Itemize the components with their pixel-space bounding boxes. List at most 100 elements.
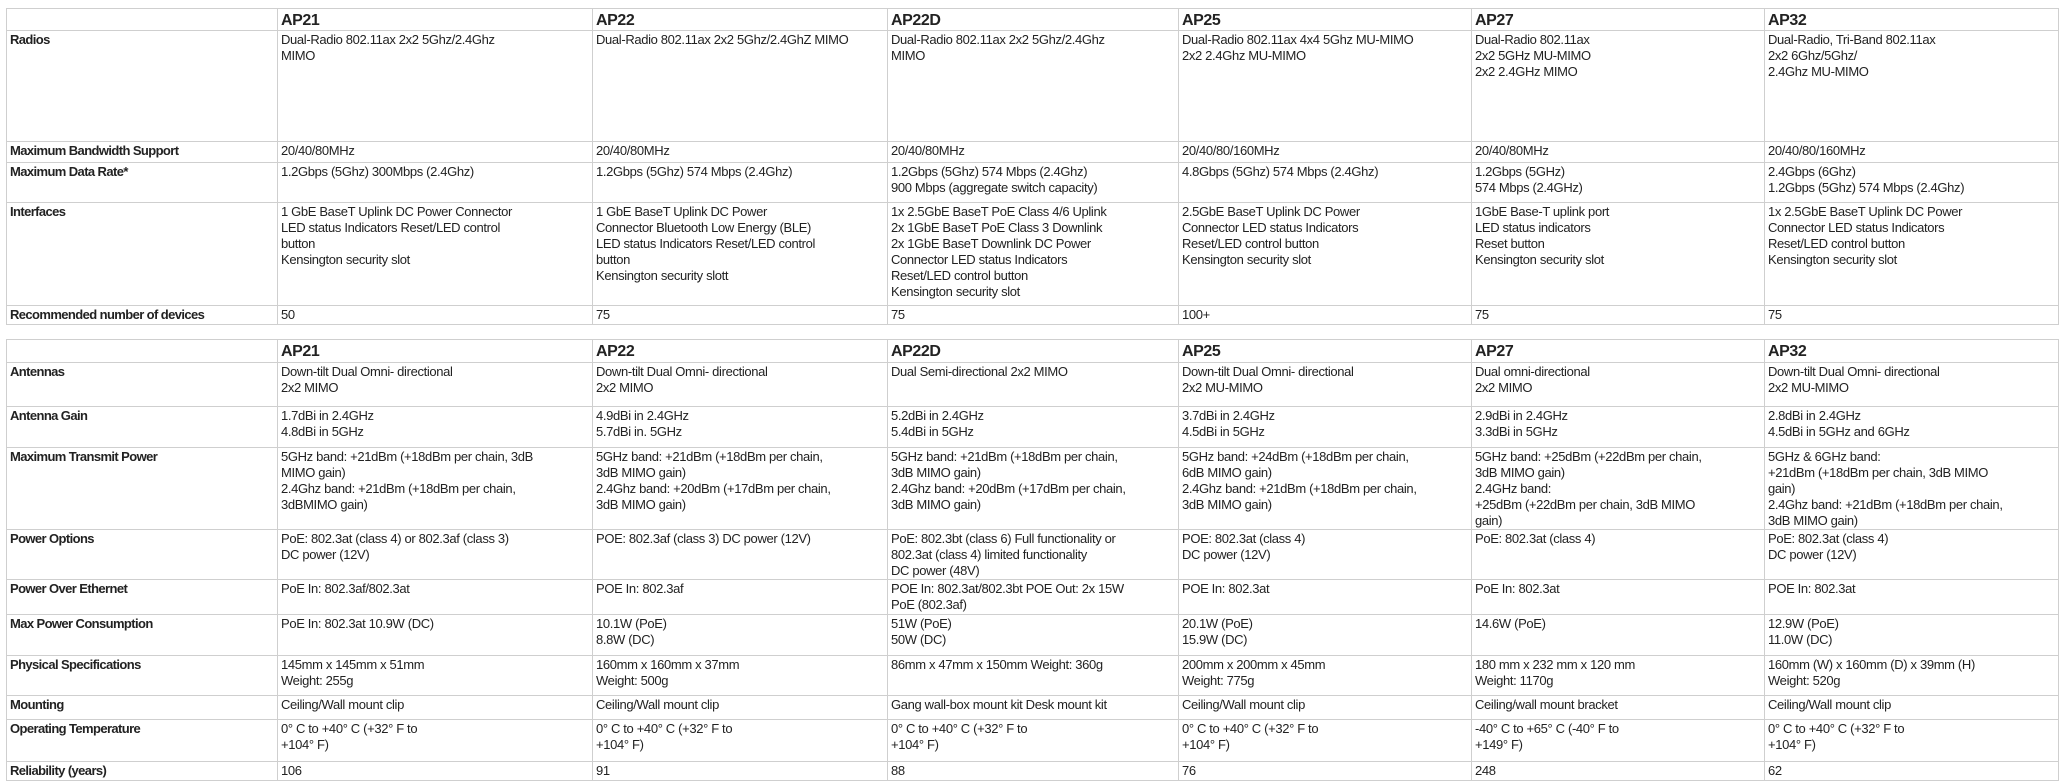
spec-value-ap25: 200mm x 200mm x 45mm Weight: 775g xyxy=(1178,655,1472,696)
spec-value-ap27: Dual-Radio 802.11ax 2x2 5GHz MU-MIMO 2x2… xyxy=(1471,30,1765,142)
spec-value-ap27: 180 mm x 232 mm x 120 mm Weight: 1170g xyxy=(1471,655,1765,696)
spec-value-ap32: Dual-Radio, Tri-Band 802.11ax 2x2 6Ghz/5… xyxy=(1764,30,2059,142)
model-header-ap21: AP21 xyxy=(277,339,593,363)
spec-table-rf-physical: AP21 AP22 AP22D AP25 AP27 AP32 Antennas Down-ti… xyxy=(6,339,2059,781)
spec-value-ap27: 14.6W (PoE) xyxy=(1471,614,1765,656)
spec-row: Recommended number of devices 50 75 75 100+ 7… xyxy=(6,305,2059,325)
spec-value-ap32: Down-tilt Dual Omni- directional 2x2 MU-… xyxy=(1764,362,2059,407)
spec-value-ap22: Dual-Radio 802.11ax 2x2 5Ghz/2.4GhZ MIMO xyxy=(592,30,888,142)
spec-value-ap21: Ceiling/Wall mount clip xyxy=(277,695,593,720)
spec-value-ap22: 160mm x 160mm x 37mm Weight: 500g xyxy=(592,655,888,696)
spec-value-ap25: Down-tilt Dual Omni- directional 2x2 MU-… xyxy=(1178,362,1472,407)
spec-value-ap32: 62 xyxy=(1764,761,2059,781)
model-header-ap27: AP27 xyxy=(1471,339,1765,363)
model-header-ap32: AP32 xyxy=(1764,339,2059,363)
spec-value-ap22d: Gang wall-box mount kit Desk mount kit xyxy=(887,695,1179,720)
row-label: Radios xyxy=(6,30,278,142)
spec-value-ap25: Ceiling/Wall mount clip xyxy=(1178,695,1472,720)
spec-value-ap22d: 5GHz band: +21dBm (+18dBm per chain, 3dB… xyxy=(887,447,1179,530)
spec-value-ap21: Dual-Radio 802.11ax 2x2 5Ghz/2.4Ghz MIMO xyxy=(277,30,593,142)
spec-value-ap25: POE In: 802.3at xyxy=(1178,579,1472,615)
spec-value-ap22: 10.1W (PoE) 8.8W (DC) xyxy=(592,614,888,656)
spec-value-ap25: 100+ xyxy=(1178,305,1472,325)
spec-value-ap22d: Dual Semi-directional 2x2 MIMO xyxy=(887,362,1179,407)
spec-value-ap22d: 0° C to +40° C (+32° F to +104° F) xyxy=(887,719,1179,762)
spec-value-ap22: POE In: 802.3af xyxy=(592,579,888,615)
spec-value-ap27: 2.9dBi in 2.4GHz 3.3dBi in 5GHz xyxy=(1471,406,1765,448)
spec-value-ap27: 248 xyxy=(1471,761,1765,781)
spec-row: Power Options PoE: 802.3at (class 4) or 8… xyxy=(6,529,2059,580)
spec-value-ap22: POE: 802.3af (class 3) DC power (12V) xyxy=(592,529,888,580)
spec-value-ap32: 20/40/80/160MHz xyxy=(1764,141,2059,163)
spec-value-ap22d: POE In: 802.3at/802.3bt POE Out: 2x 15W … xyxy=(887,579,1179,615)
spec-row: Mounting Ceiling/Wall mount clip Ceiling/W… xyxy=(6,695,2059,720)
row-label: Maximum Bandwidth Support xyxy=(6,141,278,163)
spec-table-general: AP21 AP22 AP22D AP25 AP27 AP32 Radios Dual-Radi… xyxy=(6,8,2059,325)
spec-value-ap22: 1 GbE BaseT Uplink DC Power Connector Bl… xyxy=(592,202,888,306)
spec-value-ap32: 2.4Gbps (6Ghz) 1.2Gbps (5Ghz) 574 Mbps (… xyxy=(1764,162,2059,203)
spec-value-ap27: -40° C to +65° C (-40° F to +149° F) xyxy=(1471,719,1765,762)
spec-value-ap32: Ceiling/Wall mount clip xyxy=(1764,695,2059,720)
spec-value-ap32: 1x 2.5GbE BaseT Uplink DC Power Connecto… xyxy=(1764,202,2059,306)
spec-value-ap22: 75 xyxy=(592,305,888,325)
spec-value-ap22d: 51W (PoE) 50W (DC) xyxy=(887,614,1179,656)
spec-value-ap21: 50 xyxy=(277,305,593,325)
spec-value-ap27: Ceiling/wall mount bracket xyxy=(1471,695,1765,720)
spec-value-ap32: POE In: 802.3at xyxy=(1764,579,2059,615)
model-header-ap22: AP22 xyxy=(592,8,888,31)
spec-value-ap22d: 20/40/80MHz xyxy=(887,141,1179,163)
spec-value-ap22d: 75 xyxy=(887,305,1179,325)
row-label: Power Options xyxy=(6,529,278,580)
spec-value-ap32: 12.9W (PoE) 11.0W (DC) xyxy=(1764,614,2059,656)
spec-value-ap22: 91 xyxy=(592,761,888,781)
spec-row: Antenna Gain 1.7dBi in 2.4GHz 4.8dBi in 5… xyxy=(6,406,2059,448)
row-label: Maximum Transmit Power xyxy=(6,447,278,530)
spec-row: Radios Dual-Radio 802.11ax 2x2 5Ghz/2.4Gh… xyxy=(6,30,2059,142)
spec-value-ap21: 1.2Gbps (5Ghz) 300Mbps (2.4Ghz) xyxy=(277,162,593,203)
spec-row: Maximum Transmit Power 5GHz band: +21dBm … xyxy=(6,447,2059,530)
model-header-ap25: AP25 xyxy=(1178,339,1472,363)
spec-value-ap22d: 5.2dBi in 2.4GHz 5.4dBi in 5GHz xyxy=(887,406,1179,448)
spec-value-ap27: 1GbE Base-T uplink port LED status indic… xyxy=(1471,202,1765,306)
model-header-ap22: AP22 xyxy=(592,339,888,363)
spec-value-ap22: 5GHz band: +21dBm (+18dBm per chain, 3dB… xyxy=(592,447,888,530)
spec-value-ap32: 75 xyxy=(1764,305,2059,325)
row-label: Max Power Consumption xyxy=(6,614,278,656)
spec-value-ap21: PoE: 802.3at (class 4) or 802.3af (class… xyxy=(277,529,593,580)
row-label: Antenna Gain xyxy=(6,406,278,448)
spec-value-ap25: 2.5GbE BaseT Uplink DC Power Connector L… xyxy=(1178,202,1472,306)
spec-row: Maximum Data Rate* 1.2Gbps (5Ghz) 300Mbps… xyxy=(6,162,2059,203)
spec-value-ap27: 20/40/80MHz xyxy=(1471,141,1765,163)
spec-value-ap27: 75 xyxy=(1471,305,1765,325)
spec-value-ap25: 0° C to +40° C (+32° F to +104° F) xyxy=(1178,719,1472,762)
spec-value-ap27: PoE In: 802.3at xyxy=(1471,579,1765,615)
spec-value-ap22: Down-tilt Dual Omni- directional 2x2 MIM… xyxy=(592,362,888,407)
spec-value-ap32: 5GHz & 6GHz band: +21dBm (+18dBm per cha… xyxy=(1764,447,2059,530)
model-header-ap25: AP25 xyxy=(1178,8,1472,31)
row-label: Physical Specifications xyxy=(6,655,278,696)
spec-value-ap22d: PoE: 802.3bt (class 6) Full functionalit… xyxy=(887,529,1179,580)
spec-value-ap22d: 88 xyxy=(887,761,1179,781)
spec-row: Maximum Bandwidth Support 20/40/80MHz 20/4… xyxy=(6,141,2059,163)
row-label: Antennas xyxy=(6,362,278,407)
row-label: Interfaces xyxy=(6,202,278,306)
spec-row: Max Power Consumption PoE In: 802.3at 10.… xyxy=(6,614,2059,656)
spec-value-ap32: 160mm (W) x 160mm (D) x 39mm (H) Weight:… xyxy=(1764,655,2059,696)
spec-value-ap22: 1.2Gbps (5Ghz) 574 Mbps (2.4Ghz) xyxy=(592,162,888,203)
spec-value-ap25: 76 xyxy=(1178,761,1472,781)
spec-value-ap25: 20.1W (PoE) 15.9W (DC) xyxy=(1178,614,1472,656)
header-row: AP21 AP22 AP22D AP25 AP27 AP32 xyxy=(6,8,2059,31)
spec-value-ap25: POE: 802.3at (class 4) DC power (12V) xyxy=(1178,529,1472,580)
spec-value-ap32: 0° C to +40° C (+32° F to +104° F) xyxy=(1764,719,2059,762)
spec-value-ap22: Ceiling/Wall mount clip xyxy=(592,695,888,720)
spec-value-ap27: 1.2Gbps (5GHz) 574 Mbps (2.4GHz) xyxy=(1471,162,1765,203)
spec-value-ap32: 2.8dBi in 2.4GHz 4.5dBi in 5GHz and 6GHz xyxy=(1764,406,2059,448)
spec-value-ap25: 4.8Gbps (5Ghz) 574 Mbps (2.4Ghz) xyxy=(1178,162,1472,203)
spec-value-ap21: 5GHz band: +21dBm (+18dBm per chain, 3dB… xyxy=(277,447,593,530)
spec-value-ap21: 1.7dBi in 2.4GHz 4.8dBi in 5GHz xyxy=(277,406,593,448)
spec-row: Antennas Down-tilt Dual Omni- directional… xyxy=(6,362,2059,407)
spec-row: Operating Temperature 0° C to +40° C (+32… xyxy=(6,719,2059,762)
spec-value-ap27: PoE: 802.3at (class 4) xyxy=(1471,529,1765,580)
header-corner-cell xyxy=(6,8,278,31)
spec-value-ap22d: 1.2Gbps (5Ghz) 574 Mbps (2.4Ghz) 900 Mbp… xyxy=(887,162,1179,203)
